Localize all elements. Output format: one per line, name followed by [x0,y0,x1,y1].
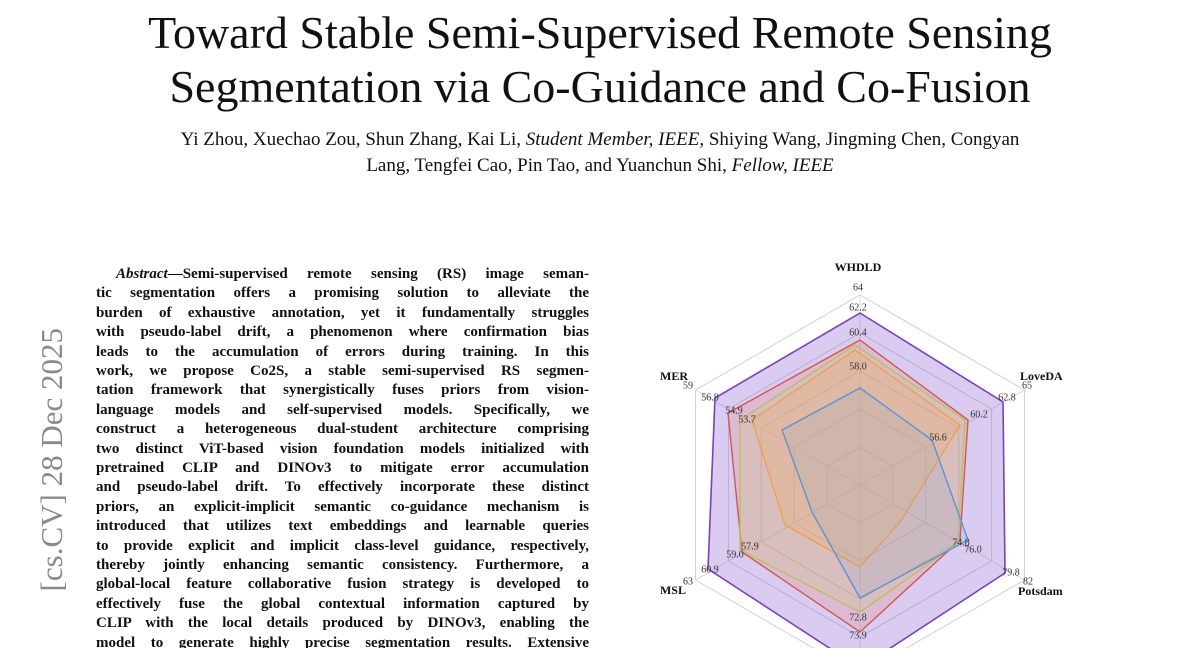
axis-tick-label: 82 [1023,576,1033,587]
abstract-text: pretrained CLIP and DINOv3 to mitigate e… [96,460,589,476]
author-text: Lang, Tengfei Cao, Pin Tao, and Yuanchun… [366,155,732,176]
abstract-text: leads to the accumulation of errors duri… [96,343,589,360]
abstract-line: tation framework that synergistically fu… [96,381,589,400]
axis-tick-label: 65 [1022,380,1032,391]
abstract-text: model to generate highly precise segment… [96,634,589,648]
grid-spoke [859,484,1025,581]
axis-tick-label: 57.9 [741,541,759,552]
grid-spoke [695,389,861,486]
series-polygon [739,344,966,613]
abstract-text: language models and self-supervised mode… [96,401,589,418]
abstract-line: language models and self-supervised mode… [96,401,589,420]
abstract-text: priors, an explicit-implicit semantic co… [96,498,589,515]
arxiv-stamp-area: [cs.CV] 28 Dec 2025 [34,328,69,591]
axis-tick-label: 56.6 [929,432,947,443]
abstract-line: construct a heterogeneous dual-student a… [96,420,589,439]
axis-tick-label: 64 [853,282,863,293]
abstract-text: effectively fuse the global contextual i… [96,595,589,612]
abstract-line: and pseudo-label drift. To effectively i… [96,478,589,497]
series-polygon [727,339,969,633]
axis-tick-label: 79.8 [1002,567,1020,578]
abstract-text: tic segmentation offers a promising solu… [96,285,589,302]
axis-tick-label: 54.9 [725,405,743,416]
axis-tick-label: 62.8 [998,392,1016,403]
abstract-text: to provide explicit and implicit class-l… [96,537,589,554]
axis-tick-label: 73.9 [849,630,867,641]
author-text: Student Member, IEEE [525,129,700,150]
abstract-line: CLIP with the local details produced by … [96,614,589,633]
abstract-text: thereby jointly enhancing semantic consi… [96,557,589,573]
abstract-line: to provide explicit and implicit class-l… [96,537,589,556]
abstract-text: burden of exhaustive annotation, yet it … [96,304,589,321]
abstract-line: with pseudo-label drift, a phenomenon wh… [96,323,589,342]
author-text: , Shiying Wang, Jingming Chen, Congyan [699,129,1020,150]
abstract-text: two distinct ViT-based vision foundation… [96,440,589,457]
abstract-text: work, we propose Co2S, a stable semi-sup… [96,363,589,379]
author-line: Lang, Tengfei Cao, Pin Tao, and Yuanchun… [0,153,1200,179]
axis-tick-label: 59.0 [726,549,744,560]
axis-tick-label: 60.9 [701,564,719,575]
abstract-line: work, we propose Co2S, a stable semi-sup… [96,362,589,381]
axis-tick-label: 58.0 [849,361,867,372]
axis-tick-label: 74.8 [952,537,970,548]
author-text: Yi Zhou, Xuechao Zou, Shun Zhang, Kai Li… [180,129,526,150]
paper-title-line: Segmentation via Co-Guidance and Co-Fusi… [169,61,1031,112]
axis-tick-label: 59 [683,380,693,391]
axis-tick-label: 76.0 [964,544,982,555]
axis-tick-label: 56.8 [701,392,719,403]
abstract-text: tation framework that synergistically fu… [96,382,589,399]
abstract-text: with pseudo-label drift, a phenomenon wh… [96,324,589,341]
author-text: Fellow, IEEE [731,155,834,176]
axis-tick-label: 62.2 [849,302,867,313]
author-line: Yi Zhou, Xuechao Zou, Shun Zhang, Kai Li… [0,127,1200,153]
abstract-line: two distinct ViT-based vision foundation… [96,440,589,459]
grid-spoke [695,484,861,581]
paper-title-line: Toward Stable Semi-Supervised Remote Sen… [148,7,1052,58]
abstract-text: CLIP with the local details produced by … [96,615,589,632]
abstract-line: model to generate highly precise segment… [96,634,589,648]
arxiv-stamp: [cs.CV] 28 Dec 2025 [34,328,69,591]
series-polygon [751,349,961,568]
axis-name: Potsdam [1018,584,1063,598]
abstract-line: priors, an explicit-implicit semantic co… [96,498,589,517]
abstract-text: and pseudo-label drift. To effectively i… [96,479,589,496]
abstract-text: introduced that utilizes text embeddings… [96,518,589,535]
abstract-label: Abstract [116,266,168,282]
abstract-line: global-local feature collaborative fusio… [96,575,589,594]
axis-tick-label: 63 [683,576,693,587]
radar-grid [695,294,1025,648]
axis-tick-label: 72.8 [849,612,867,623]
axis-tick-label: 60.4 [849,327,867,338]
series-polygon [781,387,969,599]
abstract-text: —Semi-supervised remote sensing (RS) ima… [167,266,589,282]
axis-name: MSL [660,583,686,597]
axis-name: MER [660,369,688,383]
abstract-line: tic segmentation offers a promising solu… [96,284,589,303]
abstract-line: effectively fuse the global contextual i… [96,595,589,614]
abstract-line: burden of exhaustive annotation, yet it … [96,304,589,323]
abstract-line: Abstract—Semi-supervised remote sensing … [116,265,589,284]
abstract-line: thereby jointly enhancing semantic consi… [96,556,589,575]
abstract-line: pretrained CLIP and DINOv3 to mitigate e… [96,459,589,478]
abstract-line: leads to the accumulation of errors duri… [96,343,589,362]
abstract-text: construct a heterogeneous dual-student a… [96,421,589,438]
axis-name: WHDLD [835,260,882,274]
abstract-line: introduced that utilizes text embeddings… [96,517,589,536]
axis-tick-label: 60.2 [970,409,988,420]
grid-spoke [859,389,1025,486]
abstract-text: global-local feature collaborative fusio… [96,576,589,593]
axis-tick-label: 53.7 [738,414,756,425]
axis-name: LoveDA [1020,369,1063,383]
